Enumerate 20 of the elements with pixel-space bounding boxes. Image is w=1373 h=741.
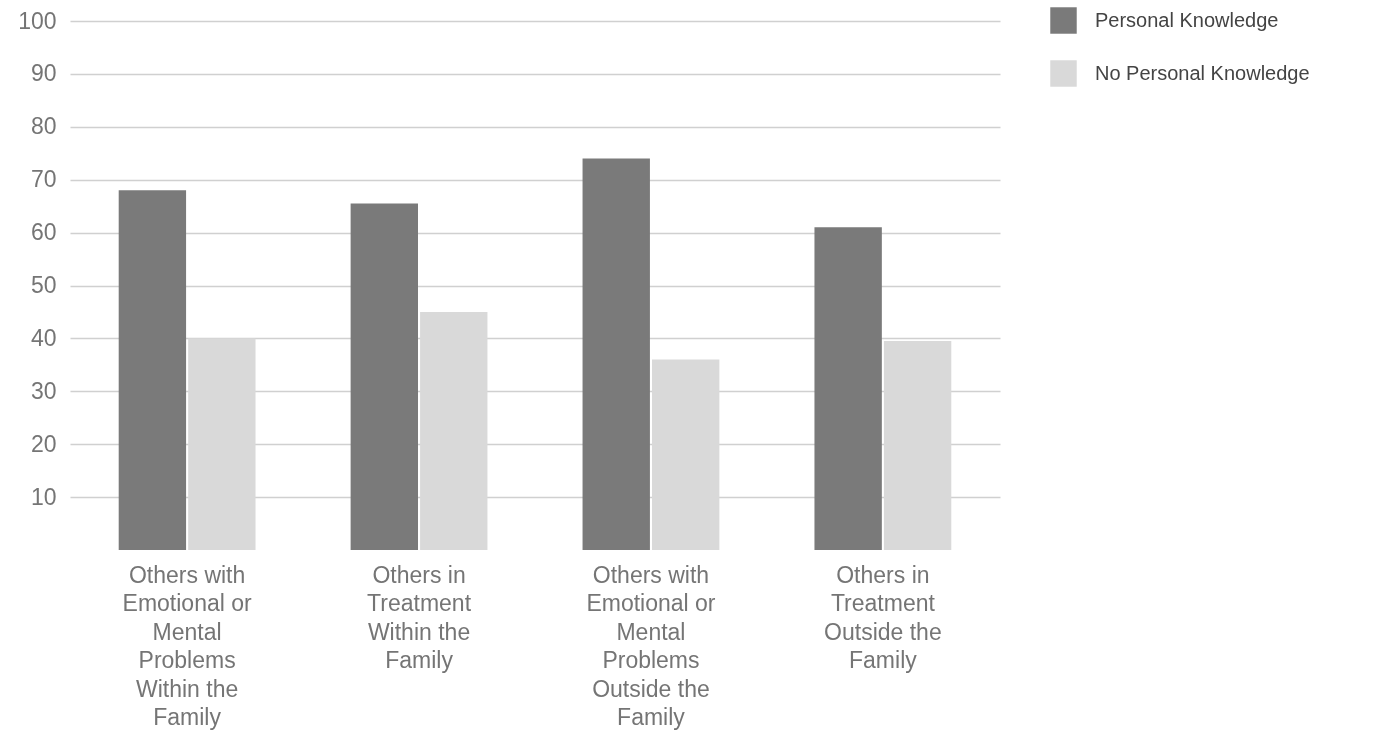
y-tick-label: 100 [18, 7, 57, 34]
x-tick-label: Others in Treatment Outside the Family [824, 561, 942, 673]
bar [118, 190, 187, 550]
y-tick-label: 50 [30, 272, 57, 298]
y-tick-label: 40 [30, 324, 57, 351]
y-tick-label: 30 [30, 377, 57, 404]
y-tick-label: 60 [30, 219, 57, 246]
y-tick-label: 80 [30, 113, 57, 140]
legend-label: No Personal Knowledge [1095, 61, 1310, 84]
x-tick-label: Others in Treatment Within the Family [367, 561, 472, 673]
y-tick-label: 10 [30, 483, 57, 510]
bar [582, 158, 650, 550]
bar [814, 227, 882, 550]
legend-label: Personal Knowledge [1095, 8, 1279, 31]
y-tick-label: 90 [30, 60, 57, 87]
bar [350, 203, 418, 550]
x-tick-label: Others with Emotional or Mental Problems Outside the Family [586, 561, 716, 730]
x-tick-label: Others with Emotional or Mental Problems Within the Family [122, 561, 253, 730]
y-tick-label: 70 [30, 166, 57, 193]
y-tick-label: 20 [30, 430, 57, 457]
